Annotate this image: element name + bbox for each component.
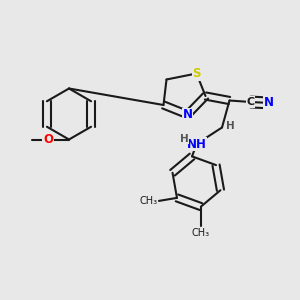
Text: C: C	[246, 97, 255, 107]
Text: CH₃: CH₃	[192, 228, 210, 238]
Text: CH₃: CH₃	[139, 196, 158, 206]
Text: H: H	[180, 134, 189, 144]
Text: N: N	[263, 96, 274, 110]
Text: S: S	[192, 67, 201, 80]
Text: N: N	[182, 108, 193, 121]
Text: O: O	[43, 133, 53, 146]
Text: H: H	[226, 121, 235, 131]
Text: NH: NH	[187, 137, 206, 151]
